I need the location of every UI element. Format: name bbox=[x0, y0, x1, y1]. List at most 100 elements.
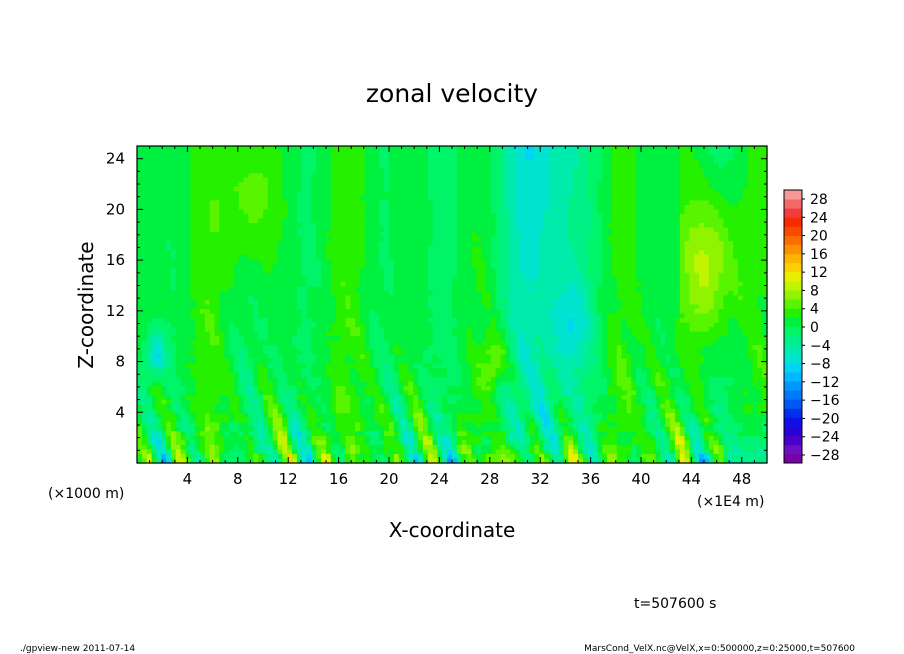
heatmap-cell bbox=[229, 254, 235, 260]
heatmap-cell bbox=[185, 191, 191, 197]
heatmap-cell bbox=[326, 232, 332, 238]
heatmap-cell bbox=[762, 173, 768, 179]
heatmap-cell bbox=[258, 146, 264, 152]
heatmap-cell bbox=[481, 168, 487, 174]
heatmap-cell bbox=[393, 222, 400, 229]
heatmap-cell bbox=[389, 241, 395, 247]
heatmap-cell bbox=[762, 164, 768, 170]
heatmap-cell bbox=[553, 236, 560, 242]
heatmap-cell bbox=[626, 236, 632, 242]
heatmap-cell bbox=[258, 295, 264, 301]
heatmap-cell bbox=[510, 209, 516, 215]
heatmap-cell bbox=[427, 227, 434, 233]
heatmap-cell bbox=[364, 195, 371, 201]
heatmap-cell bbox=[578, 268, 584, 274]
heatmap-cell bbox=[548, 200, 555, 206]
heatmap-cell bbox=[355, 290, 361, 297]
heatmap-cell bbox=[263, 245, 269, 251]
heatmap-cell bbox=[456, 281, 463, 287]
heatmap-cell bbox=[180, 177, 187, 183]
heatmap-cell bbox=[452, 268, 458, 274]
heatmap-cell bbox=[175, 290, 182, 297]
heatmap-cell bbox=[379, 268, 385, 274]
heatmap-cell bbox=[548, 209, 555, 215]
heatmap-cell bbox=[267, 290, 274, 297]
heatmap-cell bbox=[301, 241, 308, 247]
heatmap-cell bbox=[539, 218, 545, 224]
heatmap-cell bbox=[238, 195, 245, 201]
heatmap-cell bbox=[403, 177, 409, 183]
heatmap-cell bbox=[582, 173, 589, 179]
heatmap-cell bbox=[151, 159, 157, 165]
heatmap-cell bbox=[471, 150, 477, 156]
heatmap-cell bbox=[631, 295, 637, 301]
heatmap-cell bbox=[209, 191, 216, 197]
heatmap-cell bbox=[180, 200, 187, 206]
heatmap-cell bbox=[718, 299, 724, 306]
heatmap-cell bbox=[296, 204, 303, 210]
heatmap-cell bbox=[238, 155, 245, 161]
heatmap-cell bbox=[616, 245, 623, 251]
heatmap-cell bbox=[272, 241, 279, 247]
heatmap-cell bbox=[597, 195, 603, 201]
heatmap-cell bbox=[422, 286, 429, 292]
heatmap-cell bbox=[602, 222, 608, 229]
heatmap-cell bbox=[752, 268, 758, 274]
heatmap-cell bbox=[432, 263, 439, 269]
heatmap-cell bbox=[645, 146, 652, 152]
heatmap-cell bbox=[195, 186, 201, 192]
heatmap-cell bbox=[582, 259, 589, 265]
heatmap-cell bbox=[544, 177, 550, 183]
heatmap-cell bbox=[650, 236, 657, 242]
heatmap-cell bbox=[694, 227, 700, 233]
heatmap-cell bbox=[650, 259, 657, 265]
heatmap-cell bbox=[616, 222, 623, 229]
heatmap-cell bbox=[204, 241, 211, 247]
heatmap-cell bbox=[466, 313, 472, 319]
heatmap-cell bbox=[558, 268, 565, 274]
heatmap-cell bbox=[597, 259, 603, 265]
heatmap-cell bbox=[582, 245, 589, 251]
heatmap-cell bbox=[427, 259, 434, 265]
heatmap-cell bbox=[224, 191, 230, 197]
heatmap-cell bbox=[146, 227, 153, 233]
heatmap-cell bbox=[146, 232, 153, 238]
heatmap-cell bbox=[224, 268, 230, 274]
heatmap-cell bbox=[200, 254, 206, 260]
heatmap-cell bbox=[500, 272, 506, 278]
heatmap-cell bbox=[330, 304, 337, 310]
heatmap-cell bbox=[330, 155, 337, 161]
heatmap-cell bbox=[141, 281, 148, 287]
heatmap-cell bbox=[699, 259, 705, 265]
heatmap-cell bbox=[432, 245, 439, 251]
heatmap-cell bbox=[422, 313, 429, 319]
heatmap-cell bbox=[447, 177, 453, 183]
heatmap-cell bbox=[689, 164, 695, 170]
heatmap-cell bbox=[432, 290, 439, 297]
heatmap-cell bbox=[626, 173, 632, 179]
heatmap-cell bbox=[631, 263, 637, 269]
heatmap-cell bbox=[563, 177, 569, 183]
heatmap-cell bbox=[422, 309, 429, 315]
heatmap-cell bbox=[568, 191, 574, 197]
heatmap-cell bbox=[529, 213, 535, 220]
heatmap-cell bbox=[539, 290, 545, 297]
heatmap-cell bbox=[369, 173, 376, 179]
heatmap-cell bbox=[258, 272, 264, 278]
heatmap-cell bbox=[209, 272, 216, 278]
heatmap-cell bbox=[670, 186, 676, 192]
heatmap-cell bbox=[263, 155, 269, 161]
heatmap-cell bbox=[611, 177, 618, 183]
heatmap-cell bbox=[490, 268, 497, 274]
heatmap-cell bbox=[485, 245, 492, 251]
heatmap-cell bbox=[708, 186, 715, 192]
heatmap-cell bbox=[689, 304, 695, 310]
heatmap-cell bbox=[689, 268, 695, 274]
heatmap-cell bbox=[636, 290, 642, 297]
heatmap-cell bbox=[330, 227, 337, 233]
heatmap-cell bbox=[650, 222, 657, 229]
heatmap-cell bbox=[684, 227, 691, 233]
heatmap-cell bbox=[611, 313, 618, 319]
heatmap-cell bbox=[258, 182, 264, 188]
heatmap-cell bbox=[175, 195, 182, 201]
